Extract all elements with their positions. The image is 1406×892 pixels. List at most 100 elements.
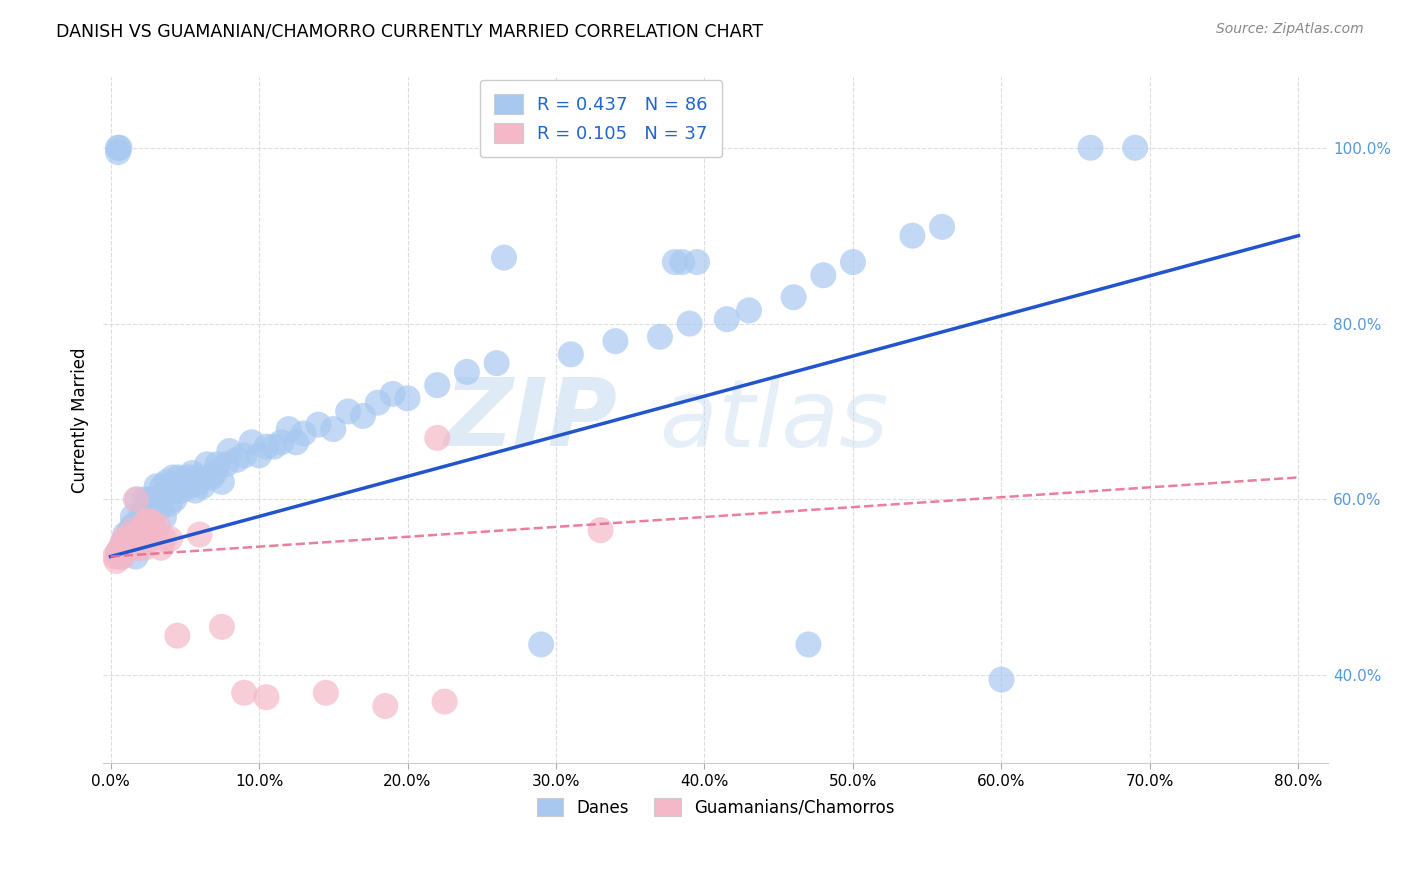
Point: [211, 475, 233, 489]
Point: [456, 365, 478, 379]
Point: [211, 620, 233, 634]
Point: [191, 479, 214, 493]
Point: [112, 532, 135, 546]
Point: [200, 470, 222, 484]
Point: [145, 479, 167, 493]
Point: [107, 545, 129, 559]
Point: [195, 457, 218, 471]
Point: [128, 541, 150, 555]
Point: [105, 554, 128, 568]
Point: [686, 255, 709, 269]
Point: [256, 690, 278, 705]
Point: [842, 255, 865, 269]
Point: [120, 532, 142, 546]
Point: [240, 435, 263, 450]
Point: [117, 532, 139, 546]
Point: [121, 518, 143, 533]
Point: [664, 255, 686, 269]
Point: [138, 523, 160, 537]
Legend: Danes, Guamanians/Chamorros: Danes, Guamanians/Chamorros: [530, 791, 901, 823]
Point: [156, 475, 179, 489]
Point: [129, 510, 152, 524]
Point: [108, 141, 131, 155]
Point: [121, 510, 143, 524]
Point: [671, 255, 693, 269]
Point: [155, 488, 177, 502]
Point: [204, 466, 226, 480]
Point: [207, 457, 229, 471]
Point: [381, 387, 404, 401]
Point: [139, 515, 162, 529]
Point: [166, 629, 188, 643]
Point: [127, 492, 149, 507]
Point: [159, 532, 181, 546]
Point: [118, 541, 141, 555]
Text: DANISH VS GUAMANIAN/CHAMORRO CURRENTLY MARRIED CORRELATION CHART: DANISH VS GUAMANIAN/CHAMORRO CURRENTLY M…: [56, 22, 763, 40]
Point: [160, 483, 183, 498]
Point: [107, 545, 129, 559]
Point: [188, 475, 211, 489]
Point: [270, 435, 292, 450]
Point: [374, 698, 396, 713]
Point: [146, 518, 169, 533]
Point: [322, 422, 344, 436]
Point: [143, 492, 166, 507]
Point: [136, 497, 159, 511]
Point: [184, 483, 207, 498]
Point: [129, 532, 152, 546]
Point: [152, 479, 174, 493]
Point: [166, 483, 188, 498]
Point: [247, 449, 270, 463]
Point: [117, 541, 139, 555]
Text: Source: ZipAtlas.com: Source: ZipAtlas.com: [1216, 22, 1364, 37]
Point: [139, 492, 162, 507]
Point: [136, 523, 159, 537]
Point: [141, 518, 163, 533]
Point: [114, 541, 136, 555]
Point: [167, 470, 190, 484]
Point: [277, 422, 299, 436]
Point: [1080, 141, 1102, 155]
Point: [108, 549, 131, 564]
Point: [163, 492, 186, 507]
Point: [148, 501, 170, 516]
Point: [931, 219, 953, 234]
Point: [132, 510, 155, 524]
Point: [530, 637, 553, 651]
Point: [132, 523, 155, 537]
Point: [107, 145, 129, 160]
Point: [118, 523, 141, 537]
Point: [560, 347, 582, 361]
Point: [485, 356, 508, 370]
Point: [256, 440, 278, 454]
Point: [135, 515, 157, 529]
Point: [738, 303, 761, 318]
Point: [159, 497, 181, 511]
Point: [153, 532, 176, 546]
Point: [285, 435, 308, 450]
Point: [173, 475, 195, 489]
Point: [125, 492, 148, 507]
Point: [426, 431, 449, 445]
Point: [135, 515, 157, 529]
Point: [110, 549, 132, 564]
Point: [215, 457, 238, 471]
Point: [138, 506, 160, 520]
Point: [115, 532, 138, 546]
Point: [233, 449, 256, 463]
Point: [367, 395, 389, 409]
Point: [179, 479, 201, 493]
Point: [901, 228, 924, 243]
Point: [111, 549, 134, 564]
Point: [188, 527, 211, 541]
Point: [153, 510, 176, 524]
Point: [396, 392, 419, 406]
Point: [136, 515, 159, 529]
Point: [492, 251, 515, 265]
Point: [128, 523, 150, 537]
Point: [315, 686, 337, 700]
Point: [433, 695, 456, 709]
Point: [121, 523, 143, 537]
Point: [134, 541, 156, 555]
Point: [120, 536, 142, 550]
